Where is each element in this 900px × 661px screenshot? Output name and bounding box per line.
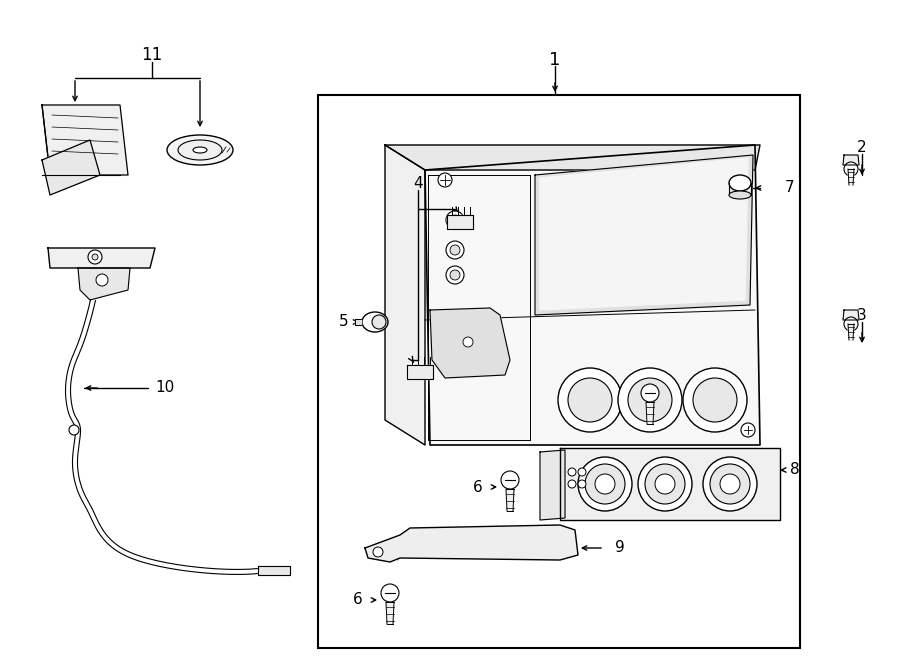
Polygon shape bbox=[843, 155, 859, 165]
Polygon shape bbox=[848, 324, 854, 340]
Ellipse shape bbox=[178, 140, 222, 160]
Circle shape bbox=[693, 378, 737, 422]
Polygon shape bbox=[385, 145, 425, 445]
Ellipse shape bbox=[729, 191, 751, 199]
Circle shape bbox=[568, 480, 576, 488]
Circle shape bbox=[446, 266, 464, 284]
Polygon shape bbox=[646, 402, 654, 424]
Circle shape bbox=[568, 378, 612, 422]
Polygon shape bbox=[729, 183, 751, 195]
Circle shape bbox=[88, 250, 102, 264]
Circle shape bbox=[578, 468, 586, 476]
Polygon shape bbox=[506, 489, 514, 511]
Text: 6: 6 bbox=[615, 393, 625, 407]
Circle shape bbox=[373, 547, 383, 557]
Text: 10: 10 bbox=[156, 381, 175, 395]
Polygon shape bbox=[42, 105, 128, 175]
Text: 6: 6 bbox=[473, 479, 483, 494]
Polygon shape bbox=[848, 169, 854, 185]
Polygon shape bbox=[385, 145, 760, 170]
Circle shape bbox=[450, 215, 460, 225]
Circle shape bbox=[381, 584, 399, 602]
Ellipse shape bbox=[167, 135, 233, 165]
Circle shape bbox=[844, 162, 858, 176]
Polygon shape bbox=[430, 308, 510, 378]
Circle shape bbox=[595, 474, 615, 494]
Text: 2: 2 bbox=[857, 141, 867, 155]
Ellipse shape bbox=[729, 175, 751, 191]
Circle shape bbox=[641, 384, 659, 402]
Circle shape bbox=[558, 368, 622, 432]
Text: 7: 7 bbox=[785, 180, 795, 196]
Circle shape bbox=[69, 425, 79, 435]
Text: 8: 8 bbox=[790, 463, 800, 477]
Circle shape bbox=[703, 457, 757, 511]
Circle shape bbox=[628, 378, 672, 422]
Circle shape bbox=[92, 254, 98, 260]
Polygon shape bbox=[425, 145, 760, 445]
Polygon shape bbox=[540, 158, 748, 310]
Polygon shape bbox=[48, 248, 155, 268]
Polygon shape bbox=[560, 448, 780, 520]
Circle shape bbox=[438, 173, 452, 187]
Polygon shape bbox=[42, 140, 100, 195]
Circle shape bbox=[585, 464, 625, 504]
Ellipse shape bbox=[193, 147, 207, 153]
Ellipse shape bbox=[362, 312, 388, 332]
Circle shape bbox=[844, 317, 858, 331]
Polygon shape bbox=[258, 566, 290, 575]
Text: 9: 9 bbox=[615, 541, 625, 555]
Circle shape bbox=[645, 464, 685, 504]
Polygon shape bbox=[365, 525, 578, 562]
Ellipse shape bbox=[372, 315, 386, 329]
Polygon shape bbox=[447, 215, 473, 229]
Polygon shape bbox=[386, 602, 394, 624]
Circle shape bbox=[450, 270, 460, 280]
Circle shape bbox=[618, 368, 682, 432]
Text: 1: 1 bbox=[549, 51, 561, 69]
Text: 4: 4 bbox=[413, 176, 423, 190]
Circle shape bbox=[501, 471, 519, 489]
Text: 5: 5 bbox=[339, 315, 349, 329]
Circle shape bbox=[720, 474, 740, 494]
Text: 6: 6 bbox=[353, 592, 363, 607]
Polygon shape bbox=[78, 268, 130, 300]
Circle shape bbox=[638, 457, 692, 511]
Polygon shape bbox=[535, 155, 753, 315]
Text: 3: 3 bbox=[857, 309, 867, 323]
Circle shape bbox=[463, 337, 473, 347]
Bar bbox=[318, 95, 800, 648]
Circle shape bbox=[446, 241, 464, 259]
Circle shape bbox=[446, 211, 464, 229]
Circle shape bbox=[450, 245, 460, 255]
Circle shape bbox=[683, 368, 747, 432]
Circle shape bbox=[578, 457, 632, 511]
Circle shape bbox=[710, 464, 750, 504]
Circle shape bbox=[741, 423, 755, 437]
Circle shape bbox=[655, 474, 675, 494]
Polygon shape bbox=[355, 319, 361, 325]
Circle shape bbox=[96, 274, 108, 286]
Polygon shape bbox=[540, 450, 565, 520]
Circle shape bbox=[578, 480, 586, 488]
Polygon shape bbox=[843, 310, 859, 320]
Polygon shape bbox=[407, 365, 433, 379]
Circle shape bbox=[568, 468, 576, 476]
Text: 11: 11 bbox=[141, 46, 163, 64]
